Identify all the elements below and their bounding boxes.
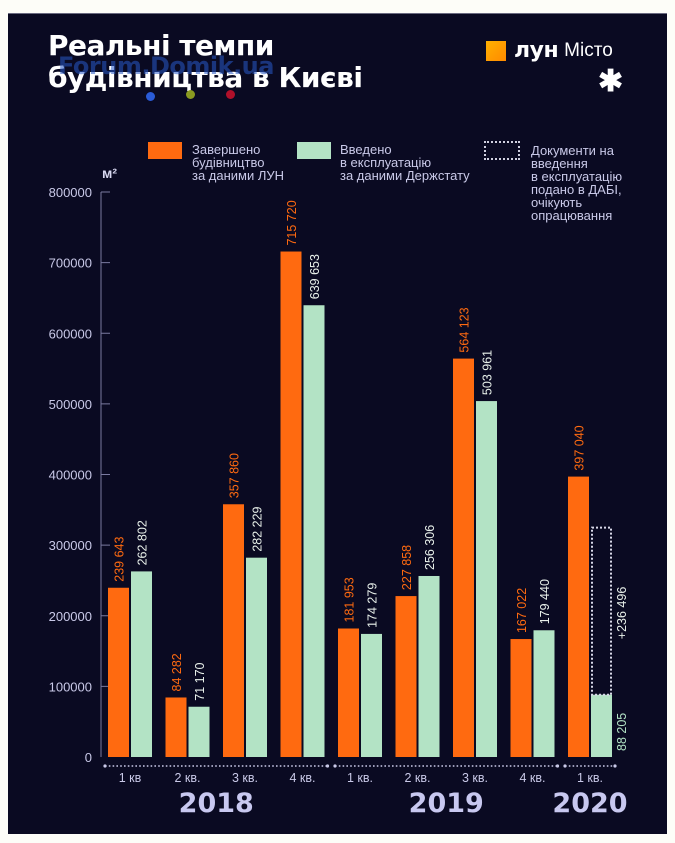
legend-swatch-derzhstat (297, 142, 331, 159)
x-axis: 1 кв 2 кв. 3 кв. 4 кв. 1 кв. 2 кв. 3 кв. 4 кв. 1… (103, 764, 628, 819)
lun-logo: лун Місто (486, 38, 613, 63)
y-tick-label: 600000 (49, 326, 92, 341)
year-label: 2020 (552, 788, 627, 819)
x-tick-label: 4 кв. (519, 771, 545, 785)
watermark-dot-red (226, 90, 235, 99)
x-tick-label: 1 кв (119, 771, 142, 785)
x-tick-label: 1 кв. (577, 771, 603, 785)
bar-derzhstat (188, 706, 210, 757)
y-tick-label: 400000 (49, 468, 92, 483)
watermark: Forum.Domik.ua (58, 52, 274, 80)
year-separator-end (103, 764, 107, 768)
y-tick-label: 700000 (49, 256, 92, 271)
bar-pending-dabi (591, 526, 612, 696)
watermark-dot-olive (186, 90, 195, 99)
year-label: 2018 (179, 788, 254, 819)
data-label-derzhstat: 71 170 (193, 662, 207, 700)
legend-swatch-lun (148, 142, 182, 159)
legend-label-pending: Документи на введення в експлуатацію под… (531, 143, 623, 223)
x-tick-label: 3 кв. (232, 771, 258, 785)
data-label-lun: 227 858 (400, 545, 414, 590)
x-tick-label: 4 кв. (289, 771, 315, 785)
data-label-lun: 167 022 (515, 588, 529, 633)
y-axis-unit: м² (102, 165, 118, 181)
bar-derzhstat (361, 633, 382, 757)
y-tick-label: 0 (85, 750, 92, 765)
year-separator-end (325, 764, 330, 768)
data-label-lun: 564 123 (458, 307, 472, 352)
y-tick-label: 800000 (49, 185, 92, 200)
bar-derzhstat (303, 305, 325, 757)
x-tick-label: 1 кв. (347, 771, 373, 785)
bar-derzhstat (131, 571, 152, 757)
data-label-lun: 181 953 (343, 577, 357, 622)
year-separator-end (555, 764, 560, 768)
legend-label-lun: Завершено будівництво за даними ЛУН (192, 142, 285, 183)
y-tick-label: 200000 (49, 609, 92, 624)
logo-brand: лун (514, 38, 559, 63)
title-line-2: будівництва в Києві (48, 61, 363, 94)
y-tick-label: 500000 (49, 397, 92, 412)
bar-derzhstat (418, 575, 440, 757)
legend-label-derzhstat: Введено в експлуатацію за даними Держста… (340, 142, 470, 183)
legend-swatch-pending (484, 141, 520, 160)
data-label-derzhstat: 503 961 (481, 350, 495, 395)
bar-lun (108, 587, 129, 757)
bar-lun (165, 697, 187, 757)
x-tick-label: 2 кв. (174, 771, 200, 785)
data-label-derzhstat: 179 440 (538, 579, 552, 624)
bar-derzhstat (476, 401, 497, 757)
data-label-lun: 239 643 (113, 537, 127, 582)
data-label-lun: 715 720 (285, 200, 299, 245)
year-label: 2019 (409, 788, 484, 819)
data-label-lun: 357 860 (228, 453, 242, 498)
y-tick-label: 100000 (49, 679, 92, 694)
y-axis: 0 100000 200000 300000 400000 500000 600000 700… (49, 185, 110, 765)
data-label-pending: +236 496 (615, 587, 629, 640)
bar-lun (395, 596, 417, 757)
data-label-derzhstat: 174 279 (366, 583, 380, 628)
lun-logo-square-icon (486, 40, 506, 61)
data-label-derzhstat: 88 205 (615, 713, 629, 751)
y-tick-label: 300000 (49, 538, 92, 553)
bars: 239 643 262 802 84 282 71 170 357 860 282 229… (108, 200, 629, 757)
data-label-derzhstat: 256 306 (423, 525, 437, 570)
bar-lun (338, 628, 359, 757)
bar-lun (510, 639, 532, 757)
data-label-derzhstat: 282 229 (251, 506, 265, 551)
data-label-lun: 84 282 (170, 653, 184, 691)
bar-lun (568, 476, 589, 757)
chestnut-leaf-icon: ✱ (598, 65, 624, 98)
bar-lun (453, 358, 474, 757)
bar-derzhstat (591, 694, 612, 757)
data-label-derzhstat: 639 653 (308, 254, 322, 299)
bar-derzhstat (246, 557, 267, 757)
watermark-dot-blue (146, 92, 155, 101)
x-tick-label: 2 кв. (404, 771, 430, 785)
data-label-lun: 397 040 (573, 425, 587, 470)
bar-lun (223, 504, 244, 757)
page-title: Реальні темпи будівництва в Києві (48, 29, 363, 94)
year-separator-end (563, 764, 567, 768)
data-label-derzhstat: 262 802 (136, 520, 150, 565)
year-separator-end (613, 764, 617, 768)
bar-derzhstat (533, 630, 555, 757)
x-tick-label: 3 кв. (462, 771, 488, 785)
bar-lun (280, 251, 302, 757)
title-line-1: Реальні темпи (48, 29, 274, 62)
logo-city: Місто (564, 39, 613, 61)
year-separator-end (333, 764, 337, 768)
